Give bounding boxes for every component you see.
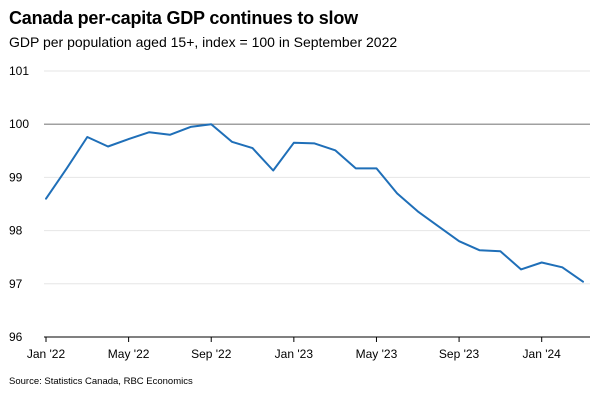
x-tick-label: Jan '22 <box>27 347 66 361</box>
x-tick-label: Sep '23 <box>439 347 480 361</box>
chart-title: Canada per-capita GDP continues to slow <box>9 8 358 28</box>
x-tick-label: May '23 <box>356 347 398 361</box>
x-tick-label: Jan '23 <box>275 347 314 361</box>
y-tick-label: 99 <box>9 170 23 184</box>
source-note: Source: Statistics Canada, RBC Economics <box>9 376 193 387</box>
series-line-gdp-per-capita <box>45 123 584 283</box>
chart-subtitle: GDP per population aged 15+, index = 100… <box>9 34 398 50</box>
x-tick-label: May '22 <box>108 347 150 361</box>
y-tick-label: 100 <box>9 117 29 131</box>
y-tick-label: 98 <box>9 224 23 238</box>
y-tick-label: 96 <box>9 330 23 344</box>
x-tick-label: Sep '22 <box>191 347 232 361</box>
y-tick-label: 101 <box>9 64 29 78</box>
y-tick-label: 97 <box>9 277 23 291</box>
x-tick-label: Jan '24 <box>523 347 562 361</box>
